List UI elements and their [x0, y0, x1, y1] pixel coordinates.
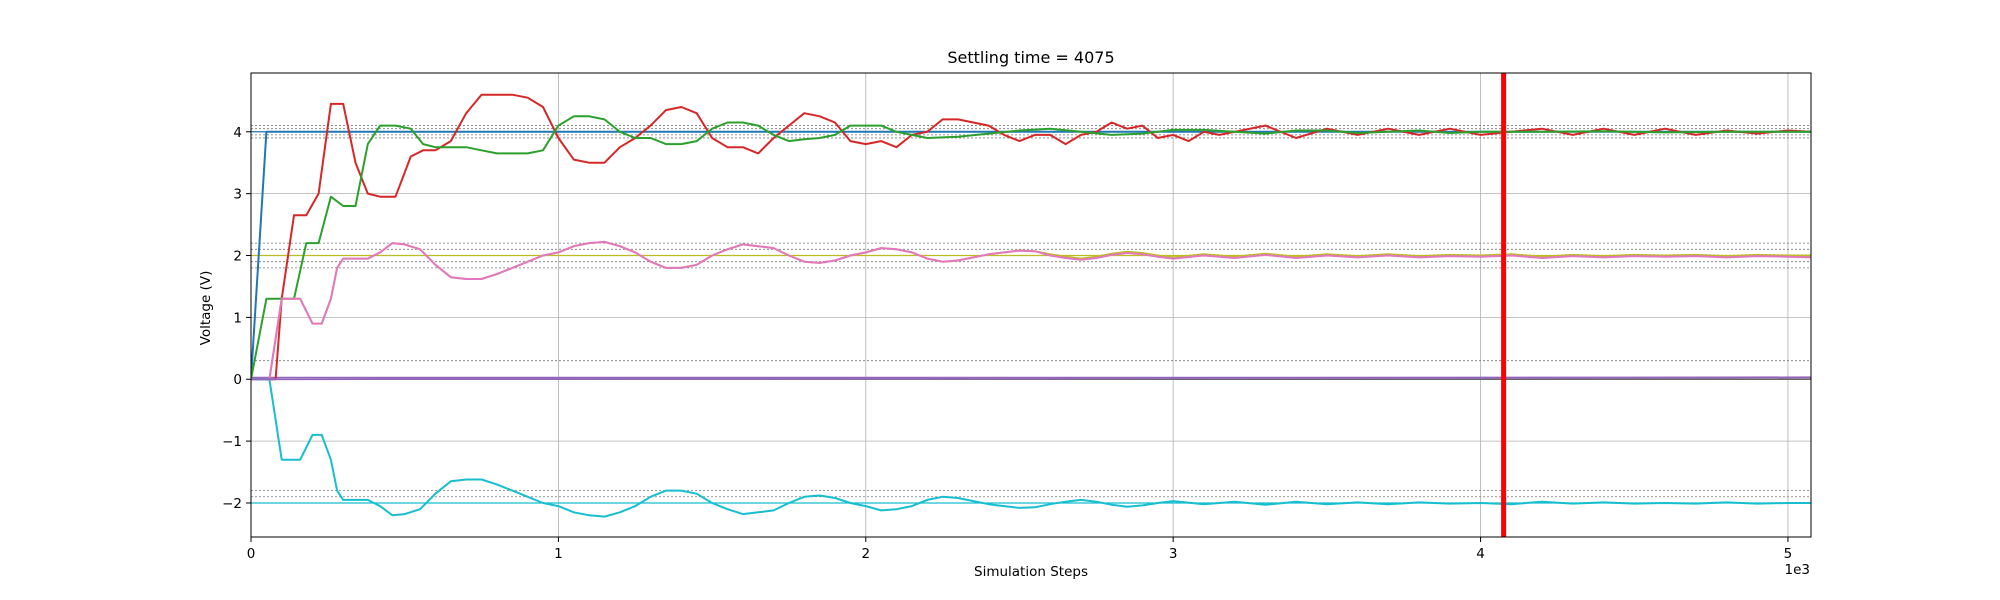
- y-tick-label: 2: [233, 249, 242, 265]
- x-tick-label: 0: [247, 546, 256, 562]
- y-tick-label: 1: [233, 310, 242, 326]
- x-tick-label: 3: [1169, 546, 1178, 562]
- plot-area: 0 1 2 3 4 5 −2 −1 0 1 2 3 4: [222, 72, 1812, 562]
- x-tick-label: 1: [554, 546, 563, 562]
- y-tick-label: 4: [233, 125, 242, 141]
- x-axis-offset-label: 1e3: [1785, 562, 1810, 578]
- chart-title: Settling time = 4075: [947, 48, 1114, 67]
- x-axis-label: Simulation Steps: [974, 564, 1088, 580]
- y-tick-label: −1: [222, 434, 242, 450]
- series-line-1: [251, 130, 1811, 380]
- y-tick-label: −2: [222, 496, 242, 512]
- x-tick-label: 2: [861, 546, 870, 562]
- x-tick-label: 5: [1784, 546, 1793, 562]
- series-line-7: [251, 376, 1811, 381]
- y-tick-label: 0: [233, 372, 242, 388]
- series-line-6: [251, 378, 1811, 518]
- axes-frame: [250, 72, 1812, 538]
- x-tick-label: 4: [1476, 546, 1485, 562]
- y-tick-label: 3: [233, 187, 242, 203]
- y-axis-label: Voltage (V): [198, 271, 214, 346]
- series-line-3: [251, 115, 1811, 380]
- series-line-2: [251, 93, 1811, 381]
- series-line-5: [251, 240, 1811, 381]
